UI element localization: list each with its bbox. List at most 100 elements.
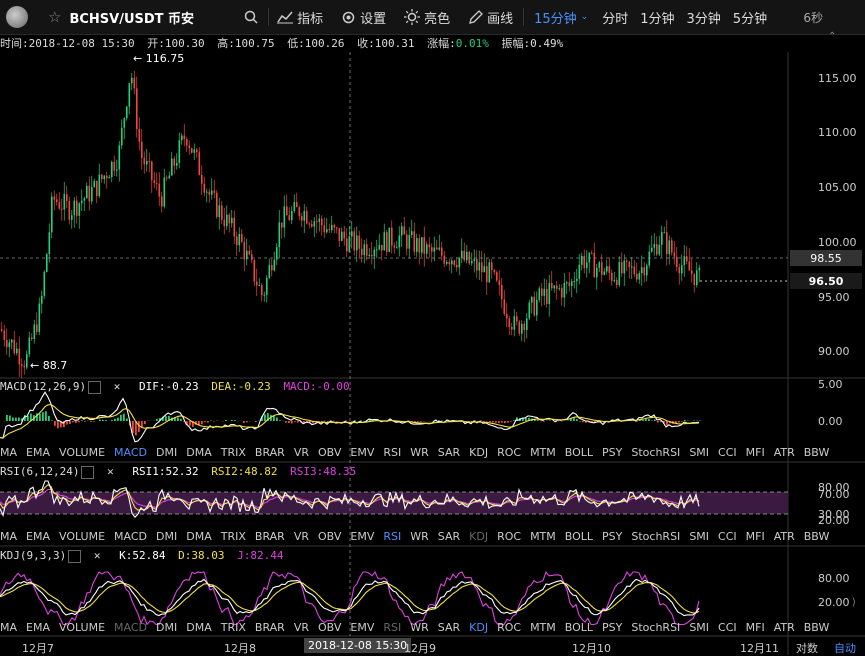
indicator-tab-psy[interactable]: PSY <box>602 621 622 637</box>
candle <box>664 227 666 234</box>
indicator-tab-sar[interactable]: SAR <box>438 446 460 462</box>
indicator-tab-vr[interactable]: VR <box>294 530 309 546</box>
indicator-tab-dma[interactable]: DMA <box>186 530 212 546</box>
indicator-tab-obv[interactable]: OBV <box>318 621 341 637</box>
indicator-tab-mfi[interactable]: MFI <box>746 446 765 462</box>
macd-bar <box>207 421 209 423</box>
collapse-icon[interactable]: ⌃ <box>828 31 836 42</box>
indicator-tab-rsi[interactable]: RSI <box>383 446 401 462</box>
indicator-tab-mtm[interactable]: MTM <box>530 446 556 462</box>
indicator-tab-stochrsi[interactable]: StochRSI <box>631 621 680 637</box>
interval-dropdown[interactable]: 15分钟 ⌄ <box>534 8 588 27</box>
indicator-tab-atr[interactable]: ATR <box>774 446 795 462</box>
indicator-button[interactable]: 指标 <box>277 8 323 27</box>
indicator-tab-stochrsi[interactable]: StochRSI <box>631 530 680 546</box>
indicator-tab-volume[interactable]: VOLUME <box>59 530 105 546</box>
indicator-tab-brar[interactable]: BRAR <box>255 446 285 462</box>
indicator-tab-volume[interactable]: VOLUME <box>59 446 105 462</box>
indicator-tab-dmi[interactable]: DMI <box>156 621 177 637</box>
interval-tab[interactable]: 5分钟 <box>733 8 767 27</box>
settings-button[interactable]: 设置 <box>341 8 386 27</box>
indicator-tab-trix[interactable]: TRIX <box>221 621 246 637</box>
close-icon[interactable]: ✕ <box>114 380 121 393</box>
indicator-tab-cci[interactable]: CCI <box>718 621 737 637</box>
indicator-tab-brar[interactable]: BRAR <box>255 530 285 546</box>
indicator-tab-sar[interactable]: SAR <box>438 621 460 637</box>
indicator-tab-wr[interactable]: WR <box>410 530 429 546</box>
indicator-tab-stochrsi[interactable]: StochRSI <box>631 446 680 462</box>
indicator-tab-macd[interactable]: MACD <box>114 621 147 637</box>
indicator-tab-emv[interactable]: EMV <box>350 446 374 462</box>
indicator-tab-boll[interactable]: BOLL <box>565 446 593 462</box>
indicator-tab-cci[interactable]: CCI <box>718 530 737 546</box>
indicator-tab-cci[interactable]: CCI <box>718 446 737 462</box>
indicator-tab-sar[interactable]: SAR <box>438 530 460 546</box>
indicator-tab-volume[interactable]: VOLUME <box>59 621 105 637</box>
indicator-tab-emv[interactable]: EMV <box>350 530 374 546</box>
theme-button[interactable]: 亮色 <box>404 8 450 27</box>
indicator-tab-psy[interactable]: PSY <box>602 530 622 546</box>
indicator-tab-macd[interactable]: MACD <box>114 530 147 546</box>
indicator-tab-atr[interactable]: ATR <box>774 621 795 637</box>
indicator-tab-dma[interactable]: DMA <box>186 621 212 637</box>
indicator-tab-atr[interactable]: ATR <box>774 530 795 546</box>
indicator-tab-obv[interactable]: OBV <box>318 446 341 462</box>
indicator-tab-dmi[interactable]: DMI <box>156 530 177 546</box>
indicator-tab-roc[interactable]: ROC <box>497 621 521 637</box>
indicator-tab-ema[interactable]: EMA <box>26 621 50 637</box>
indicator-tab-vr[interactable]: VR <box>294 621 309 637</box>
indicator-tab-psy[interactable]: PSY <box>602 446 622 462</box>
indicator-tab-bbw[interactable]: BBW <box>804 530 830 546</box>
gear-icon[interactable] <box>88 381 101 394</box>
indicator-tab-dmi[interactable]: DMI <box>156 446 177 462</box>
indicator-tab-rsi[interactable]: RSI <box>383 621 401 637</box>
indicator-tab-smi[interactable]: SMI <box>689 446 709 462</box>
indicator-tab-bbw[interactable]: BBW <box>804 621 830 637</box>
interval-tab[interactable]: 分时 <box>602 8 628 27</box>
indicator-tab-kdj[interactable]: KDJ <box>469 530 488 546</box>
indicator-tab-wr[interactable]: WR <box>410 621 429 637</box>
gear-icon[interactable] <box>68 550 81 563</box>
indicator-tab-ma[interactable]: MA <box>0 621 17 637</box>
indicator-tab-rsi[interactable]: RSI <box>383 530 401 546</box>
indicator-tab-obv[interactable]: OBV <box>318 530 341 546</box>
interval-tab[interactable]: 1分钟 <box>640 8 674 27</box>
indicator-tab-roc[interactable]: ROC <box>497 446 521 462</box>
indicator-tab-macd[interactable]: MACD <box>114 446 147 462</box>
log-scale-button[interactable]: 对数 <box>796 640 818 656</box>
indicator-tab-trix[interactable]: TRIX <box>221 446 246 462</box>
interval-tab[interactable]: 3分钟 <box>687 8 721 27</box>
indicator-tab-smi[interactable]: SMI <box>689 530 709 546</box>
indicator-tab-boll[interactable]: BOLL <box>565 621 593 637</box>
indicator-tab-mfi[interactable]: MFI <box>746 530 765 546</box>
indicator-tab-mtm[interactable]: MTM <box>530 621 556 637</box>
indicator-tab-emv[interactable]: EMV <box>350 621 374 637</box>
chevron-down-icon: ⌄ <box>581 12 589 22</box>
indicator-tab-kdj[interactable]: KDJ <box>469 446 488 462</box>
symbol-title[interactable]: BCHSV/USDT 币安 <box>69 8 194 27</box>
star-icon[interactable]: ☆ <box>48 8 61 26</box>
draw-button[interactable]: 画线 <box>468 8 513 27</box>
indicator-tab-smi[interactable]: SMI <box>689 621 709 637</box>
gear-icon[interactable] <box>81 466 94 479</box>
search-icon[interactable] <box>244 10 258 24</box>
indicator-tab-ema[interactable]: EMA <box>26 446 50 462</box>
indicator-tab-dma[interactable]: DMA <box>186 446 212 462</box>
close-icon[interactable]: ✕ <box>94 549 101 562</box>
indicator-tab-ema[interactable]: EMA <box>26 530 50 546</box>
indicator-tab-wr[interactable]: WR <box>410 446 429 462</box>
indicator-tab-ma[interactable]: MA <box>0 446 17 462</box>
indicator-tab-bbw[interactable]: BBW <box>804 446 830 462</box>
indicator-tab-roc[interactable]: ROC <box>497 530 521 546</box>
indicator-tab-kdj[interactable]: KDJ <box>469 621 488 637</box>
indicator-tab-boll[interactable]: BOLL <box>565 530 593 546</box>
indicator-tab-ma[interactable]: MA <box>0 530 17 546</box>
resize-handle[interactable]: ⟩ <box>852 597 862 617</box>
close-icon[interactable]: ✕ <box>107 465 114 478</box>
indicator-tab-brar[interactable]: BRAR <box>255 621 285 637</box>
indicator-tab-vr[interactable]: VR <box>294 446 309 462</box>
indicator-tab-mfi[interactable]: MFI <box>746 621 765 637</box>
auto-scale-button[interactable]: 自动 <box>834 640 856 656</box>
indicator-tab-trix[interactable]: TRIX <box>221 530 246 546</box>
indicator-tab-mtm[interactable]: MTM <box>530 530 556 546</box>
